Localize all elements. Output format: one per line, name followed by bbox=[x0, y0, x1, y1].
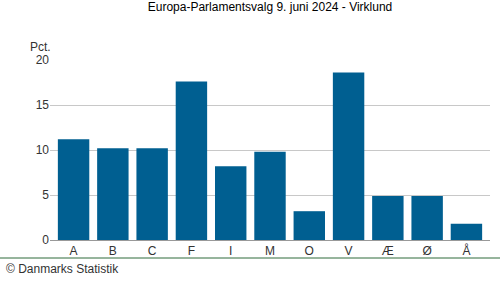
svg-text:20: 20 bbox=[36, 53, 50, 67]
svg-text:© Danmarks Statistik: © Danmarks Statistik bbox=[6, 262, 119, 276]
svg-text:Ø: Ø bbox=[422, 244, 431, 258]
svg-text:Europa-Parlamentsvalg 9. juni: Europa-Parlamentsvalg 9. juni 2024 - Vir… bbox=[148, 0, 393, 14]
svg-text:Å: Å bbox=[462, 243, 470, 258]
svg-text:C: C bbox=[148, 244, 157, 258]
svg-text:V: V bbox=[345, 244, 353, 258]
svg-text:B: B bbox=[109, 244, 117, 258]
svg-text:F: F bbox=[188, 244, 195, 258]
svg-text:10: 10 bbox=[36, 143, 50, 157]
svg-text:O: O bbox=[305, 244, 314, 258]
svg-text:5: 5 bbox=[42, 188, 49, 202]
svg-text:A: A bbox=[70, 244, 78, 258]
svg-text:I: I bbox=[229, 244, 232, 258]
svg-text:Æ: Æ bbox=[382, 244, 394, 258]
svg-text:Pct.: Pct. bbox=[30, 40, 51, 54]
svg-text:0: 0 bbox=[42, 233, 49, 247]
svg-text:M: M bbox=[265, 244, 275, 258]
svg-text:15: 15 bbox=[36, 98, 50, 112]
